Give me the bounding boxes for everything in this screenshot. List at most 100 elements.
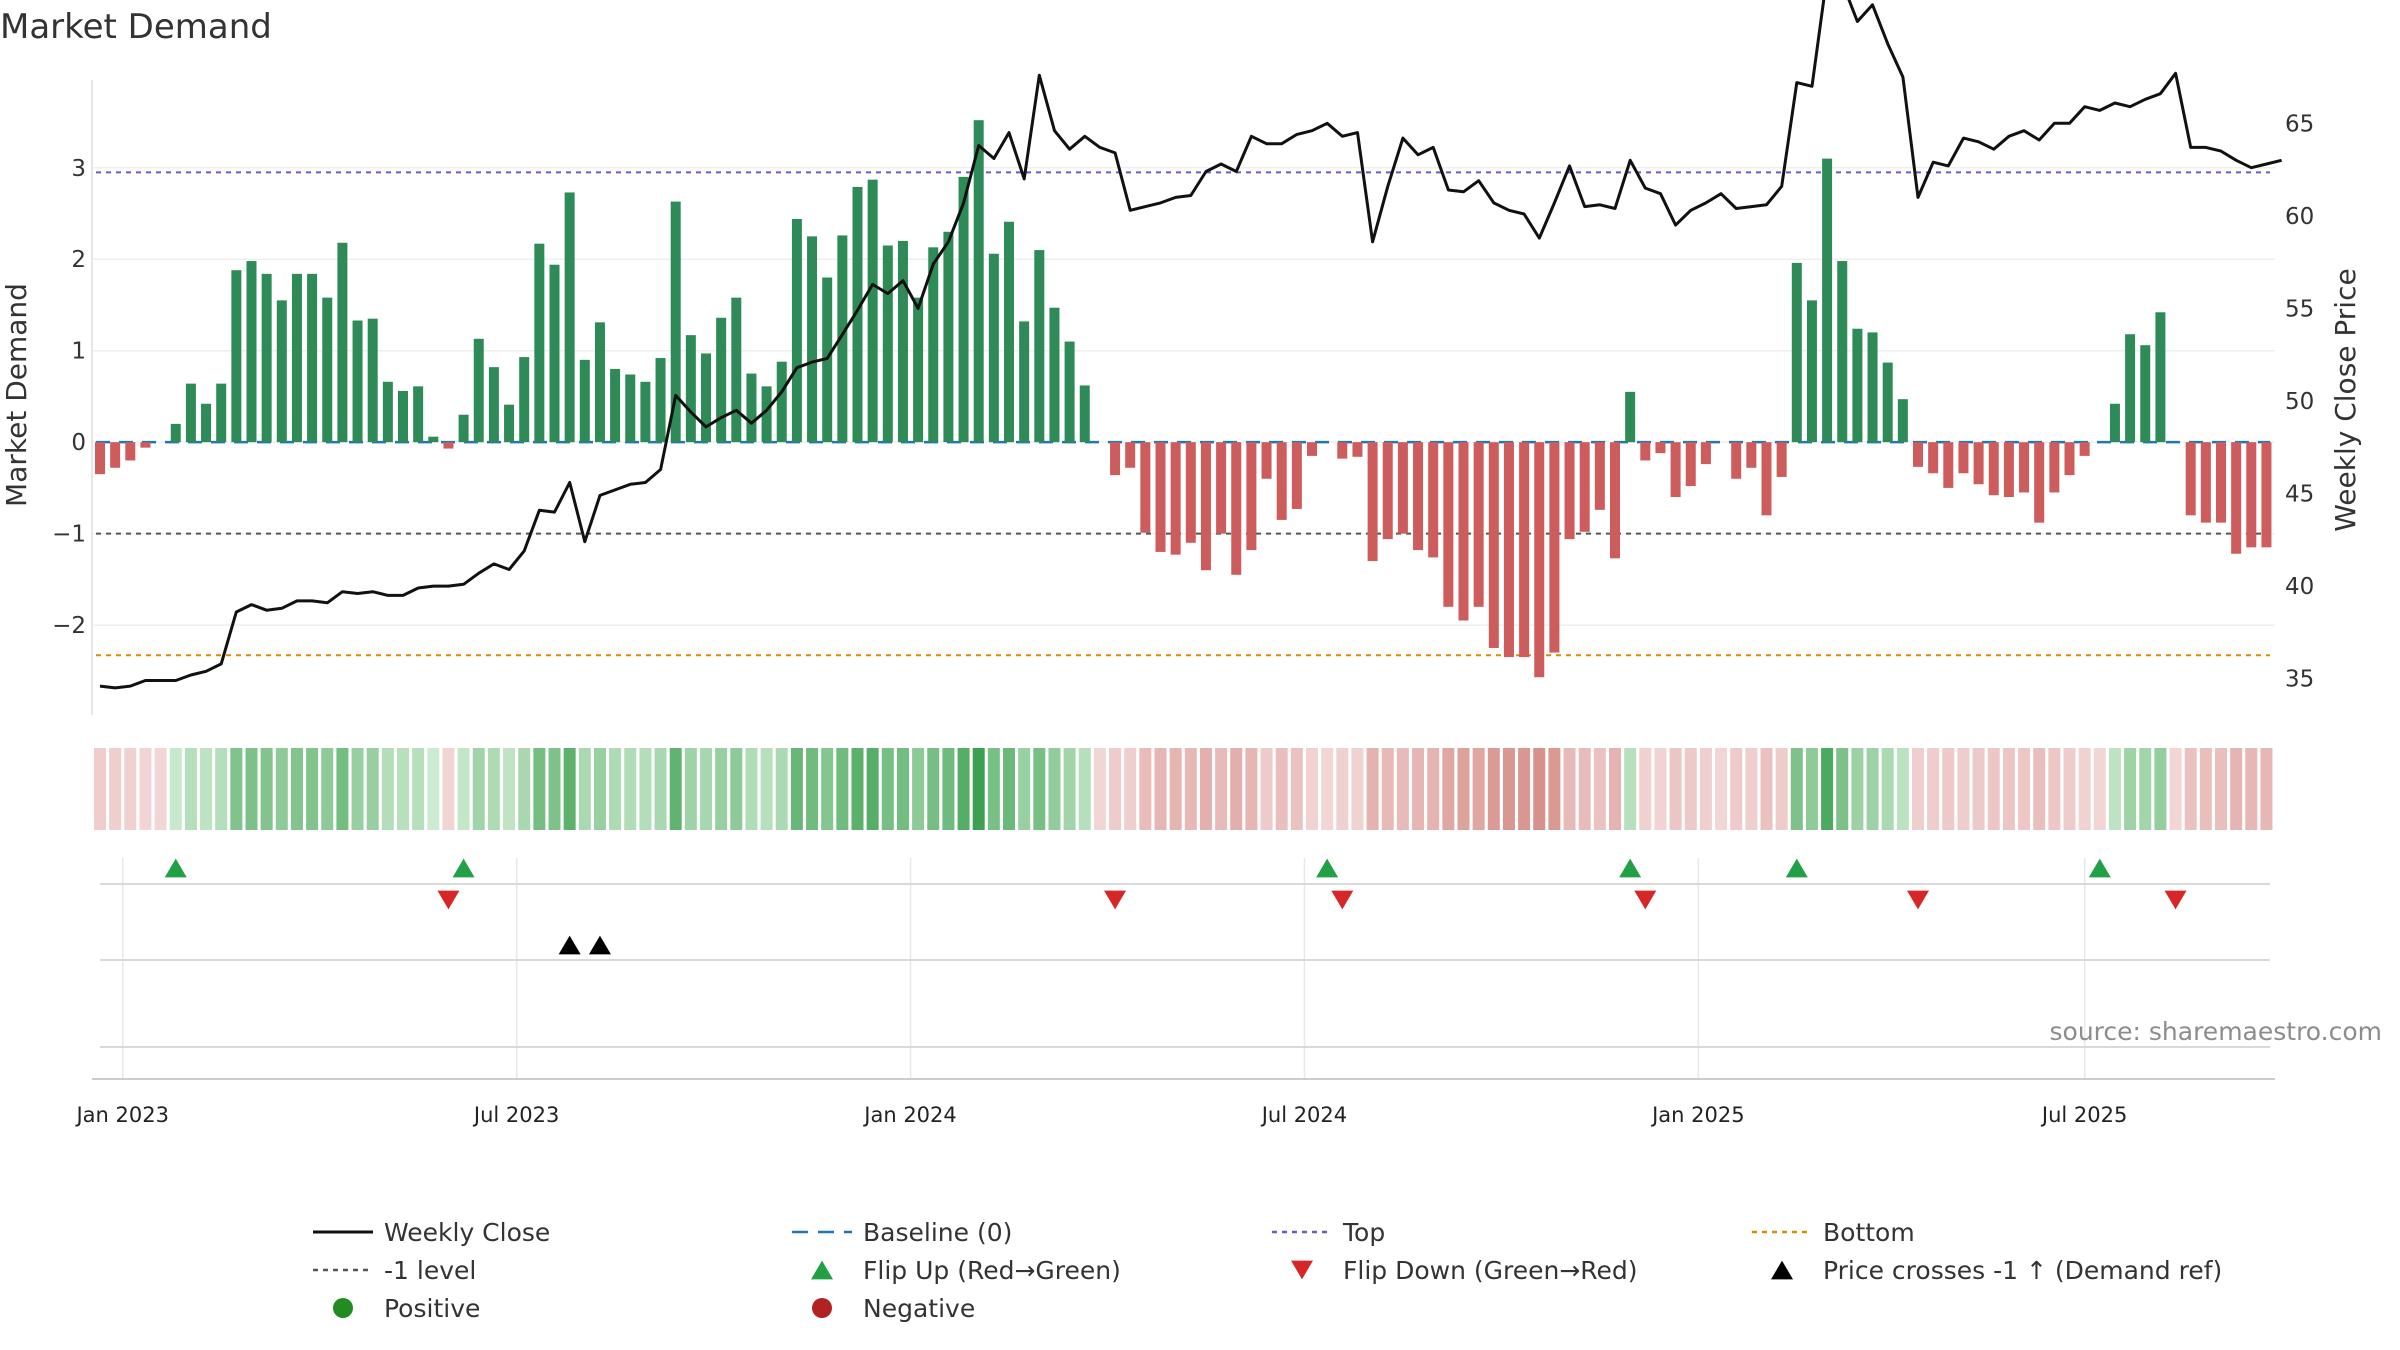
demand-bar <box>1019 321 1030 443</box>
heat-cell <box>94 748 106 830</box>
demand-bar <box>1852 328 1863 443</box>
demand-bar <box>1928 442 1939 474</box>
heat-cell <box>503 748 516 830</box>
heat-cell <box>2124 748 2137 830</box>
heat-cell <box>1805 748 1818 830</box>
demand-bar <box>1746 442 1757 468</box>
heat-cell <box>124 748 137 830</box>
demand-bar <box>973 120 984 443</box>
flip-up-marker <box>1785 858 1808 878</box>
heat-cell <box>109 748 122 830</box>
heat-cell <box>1699 748 1712 830</box>
heat-cell <box>321 748 334 830</box>
heat-cell <box>1154 748 1167 830</box>
legend-label-price-cross: Price crosses -1 ↑ (Demand ref) <box>1823 1256 2222 1285</box>
demand-bar <box>610 368 621 443</box>
demand-bar <box>1806 300 1817 443</box>
weekly-close-line <box>99 0 2282 690</box>
heat-cell <box>2018 748 2031 830</box>
heat-cell <box>1396 748 1409 830</box>
legend-label-flip-down: Flip Down (Green→Red) <box>1343 1256 1638 1285</box>
demand-bar <box>2231 442 2242 554</box>
legend-label-bottom: Bottom <box>1823 1218 1915 1247</box>
demand-bar <box>458 414 469 443</box>
heat-cell <box>548 748 561 830</box>
heat-cell <box>1502 748 1515 830</box>
heat-cell <box>412 748 425 830</box>
heat-cell <box>1230 748 1243 830</box>
x-axis-ticks: Jan 2023 Jul 2023 Jan 2024 Jul 2024 Jan 2025… <box>74 1103 2127 1127</box>
demand-bar <box>1049 307 1060 443</box>
source-label: source: sharemaestro.com <box>2050 1017 2383 1046</box>
heat-cell <box>1715 748 1728 830</box>
y-tick-label: −1 <box>52 522 86 548</box>
heat-cell <box>381 748 394 830</box>
x-tick-label: Jul 2023 <box>472 1103 559 1127</box>
demand-heat-strip <box>94 748 2273 830</box>
flip-up-marker <box>1619 858 1642 878</box>
heat-cell <box>2139 748 2152 830</box>
demand-bar <box>2216 442 2226 523</box>
demand-bar <box>1882 362 1893 443</box>
demand-bar <box>428 436 439 443</box>
demand-bar <box>1610 442 1620 559</box>
demand-bar <box>549 264 560 443</box>
flip-up-marker <box>452 858 475 878</box>
demand-bar <box>1337 442 1348 459</box>
heat-cell <box>1184 748 1197 830</box>
heat-cell <box>1533 748 1546 830</box>
heat-cell <box>306 748 319 830</box>
demand-bar <box>1110 442 1121 476</box>
heat-cell <box>1169 748 1182 830</box>
demand-bar <box>564 192 575 443</box>
demand-bar <box>2200 442 2211 523</box>
demand-bar <box>928 247 939 443</box>
demand-bar <box>1170 442 1181 555</box>
heat-cell <box>1730 748 1743 830</box>
heat-cell <box>1139 748 1152 830</box>
heat-cell <box>700 748 712 830</box>
heat-cell <box>1760 748 1773 830</box>
demand-bar <box>1458 442 1469 621</box>
y2-axis-label: Weekly Close Price <box>2329 268 2362 531</box>
heat-cell <box>1093 748 1106 830</box>
x-tick-label: Jan 2023 <box>74 1103 169 1127</box>
heat-cell <box>1199 748 1212 830</box>
demand-bar <box>1685 442 1696 487</box>
heat-cell <box>2063 748 2076 830</box>
demand-bar <box>443 442 454 449</box>
heat-cell <box>1336 748 1349 830</box>
demand-bar <box>125 442 136 461</box>
heat-cell <box>2245 748 2258 830</box>
heat-cell <box>1684 748 1697 830</box>
demand-bar <box>534 243 545 443</box>
demand-bar <box>2125 334 2136 443</box>
demand-bar <box>322 297 333 443</box>
demand-bar <box>2140 345 2151 443</box>
heat-cell <box>1124 748 1137 830</box>
demand-bar <box>882 245 893 443</box>
legend-swatch-flip-down <box>1291 1260 1313 1280</box>
y-tick-label: −2 <box>52 613 86 639</box>
heat-cell <box>1548 748 1561 830</box>
demand-bars <box>95 120 2272 678</box>
demand-bar <box>1291 442 1302 509</box>
heat-cell <box>1866 748 1879 830</box>
heat-cell <box>624 748 637 830</box>
heat-cell <box>1109 748 1122 830</box>
legend-swatch-price-cross <box>1771 1260 1793 1280</box>
heat-cell <box>1427 748 1440 830</box>
flip-down-marker <box>1331 890 1354 910</box>
demand-bar <box>95 442 105 475</box>
heat-cell <box>654 748 667 830</box>
heat-cell <box>366 748 379 830</box>
demand-bar <box>216 383 227 443</box>
demand-bar <box>1352 442 1363 457</box>
heat-cell <box>851 748 864 830</box>
heat-cell <box>1275 748 1288 830</box>
heat-cell <box>1472 748 1485 830</box>
demand-bar <box>1276 442 1287 520</box>
heat-cell <box>1063 748 1076 830</box>
heat-cell <box>639 748 652 830</box>
demand-bar <box>201 403 212 443</box>
